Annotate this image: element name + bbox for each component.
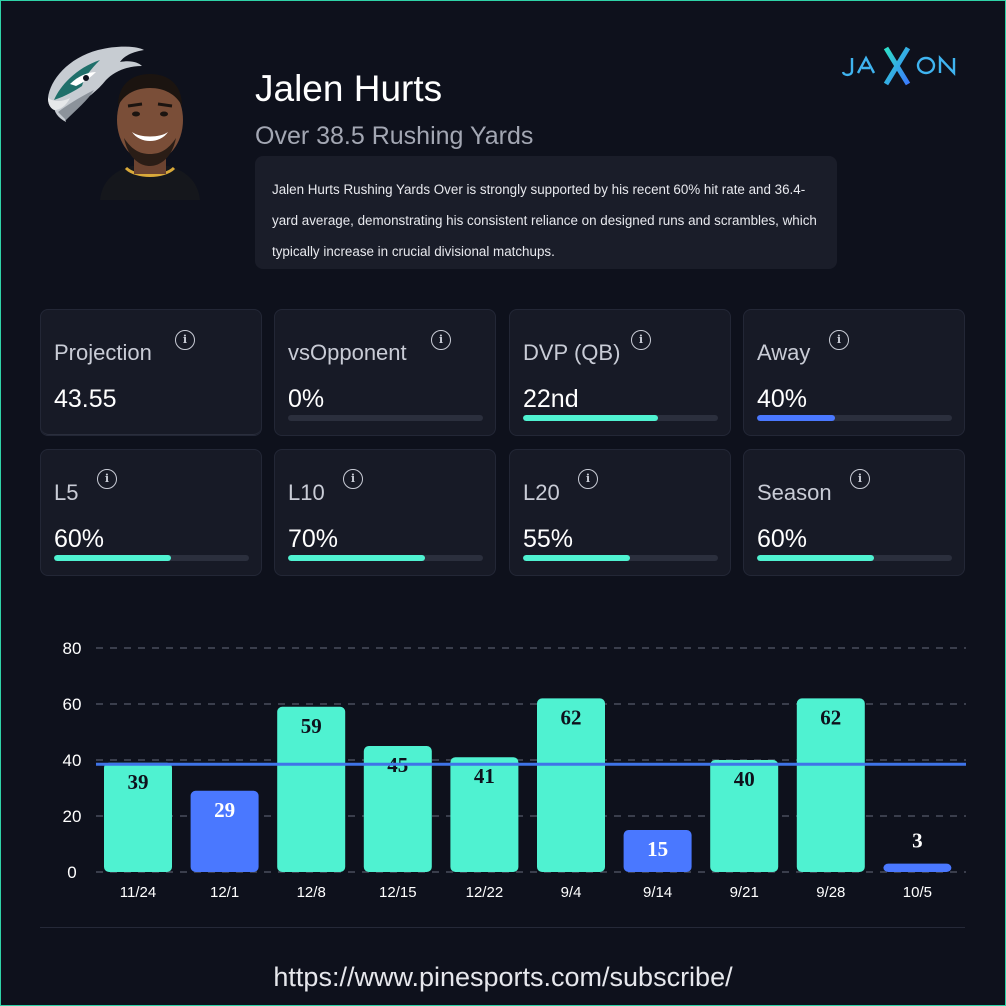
stat-value: 60% xyxy=(757,525,808,553)
bar-value-label: 3 xyxy=(912,829,923,853)
bar-value-label: 39 xyxy=(128,770,149,794)
x-tick-label: 11/24 xyxy=(120,884,156,901)
stat-value: 0% xyxy=(288,385,325,413)
stat-value: 55% xyxy=(523,525,574,553)
stat-card-season: Season i 60% xyxy=(743,449,965,576)
progress-track xyxy=(288,555,483,561)
stat-card-vs-opponent: vsOpponent i 0% xyxy=(274,309,496,436)
x-tick-label: 9/21 xyxy=(730,884,759,901)
stat-card-l5: L5 i 60% xyxy=(40,449,262,576)
bar-value-label: 29 xyxy=(214,798,235,822)
stat-value: 43.55 xyxy=(54,385,117,413)
info-icon[interactable]: i xyxy=(97,469,117,489)
progress-fill xyxy=(757,415,835,421)
prop-line: Over 38.5 Rushing Yards xyxy=(255,122,534,150)
x-tick-label: 9/4 xyxy=(561,884,582,901)
progress-track xyxy=(288,415,483,421)
x-tick-label: 12/1 xyxy=(210,884,239,901)
bar xyxy=(190,790,259,872)
divider xyxy=(40,927,965,928)
stat-card-away: Away i 40% xyxy=(743,309,965,436)
stat-card-projection: Projection i 43.55 xyxy=(40,309,262,436)
bar xyxy=(623,830,692,872)
x-tick-label: 12/15 xyxy=(379,884,417,901)
info-icon[interactable]: i xyxy=(431,330,451,350)
progress-fill xyxy=(757,555,874,561)
bar-value-label: 40 xyxy=(734,767,755,791)
bar xyxy=(883,863,952,872)
stat-card-l10: L10 i 70% xyxy=(274,449,496,576)
x-tick-label: 12/8 xyxy=(297,884,326,901)
stat-value: 60% xyxy=(54,525,105,553)
stat-card-l20: L20 i 55% xyxy=(509,449,731,576)
card-underline xyxy=(41,427,261,435)
avatar xyxy=(100,74,200,200)
stat-label: L10 xyxy=(288,480,325,505)
bar xyxy=(104,762,172,872)
progress-fill xyxy=(288,555,425,561)
bar-value-label: 41 xyxy=(474,764,495,788)
bar xyxy=(277,706,346,872)
stat-label: vsOpponent xyxy=(288,340,407,365)
bar xyxy=(450,757,519,872)
progress-fill xyxy=(523,555,631,561)
stat-label: L5 xyxy=(54,480,79,505)
y-tick-label: 0 xyxy=(67,863,76,882)
stat-value: 70% xyxy=(288,525,339,553)
stat-label: DVP (QB) xyxy=(523,340,621,365)
info-icon[interactable]: i xyxy=(343,469,363,489)
stat-label: L20 xyxy=(523,480,560,505)
bar-value-label: 62 xyxy=(561,705,582,729)
brand-logo[interactable] xyxy=(841,46,962,86)
progress-track xyxy=(757,415,952,421)
y-tick-label: 60 xyxy=(63,695,82,714)
analysis-summary: Jalen Hurts Rushing Yards Over is strong… xyxy=(255,156,837,269)
progress-track xyxy=(523,555,718,561)
bar xyxy=(796,698,865,872)
x-tick-label: 10/5 xyxy=(903,884,932,901)
bar xyxy=(537,698,605,872)
x-tick-label: 9/14 xyxy=(643,884,672,901)
stat-value: 22nd xyxy=(523,385,579,413)
info-icon[interactable]: i xyxy=(578,469,598,489)
y-tick-label: 40 xyxy=(63,751,82,770)
game-log-chart: 0204060803911/242912/15912/84512/154112/… xyxy=(63,639,966,901)
stat-value: 40% xyxy=(757,385,808,413)
progress-fill xyxy=(523,415,658,421)
info-icon[interactable]: i xyxy=(829,330,849,350)
progress-track xyxy=(757,555,952,561)
subscribe-link[interactable]: https://www.pinesports.com/subscribe/ xyxy=(273,962,733,992)
y-tick-label: 80 xyxy=(63,639,82,658)
bar-value-label: 59 xyxy=(301,714,322,738)
player-name: Jalen Hurts xyxy=(255,68,443,109)
stat-label: Projection xyxy=(54,340,152,365)
y-tick-label: 20 xyxy=(63,807,82,826)
progress-track xyxy=(54,555,249,561)
bar-value-label: 15 xyxy=(647,837,668,861)
stat-label: Season xyxy=(757,480,832,505)
x-tick-label: 12/22 xyxy=(466,884,504,901)
info-icon[interactable]: i xyxy=(175,330,195,350)
bar xyxy=(710,760,779,872)
progress-track xyxy=(523,415,718,421)
stat-card-dvp: DVP (QB) i 22nd xyxy=(509,309,731,436)
progress-fill xyxy=(54,555,171,561)
info-icon[interactable]: i xyxy=(850,469,870,489)
analysis-text: Jalen Hurts Rushing Yards Over is strong… xyxy=(272,182,817,259)
stat-label: Away xyxy=(757,340,811,365)
x-tick-label: 9/28 xyxy=(816,884,845,901)
jaxon-logo-icon xyxy=(841,46,956,86)
bar-value-label: 62 xyxy=(820,705,841,729)
bar xyxy=(363,746,432,872)
info-icon[interactable]: i xyxy=(631,330,651,350)
eagle-head-icon xyxy=(48,46,144,122)
